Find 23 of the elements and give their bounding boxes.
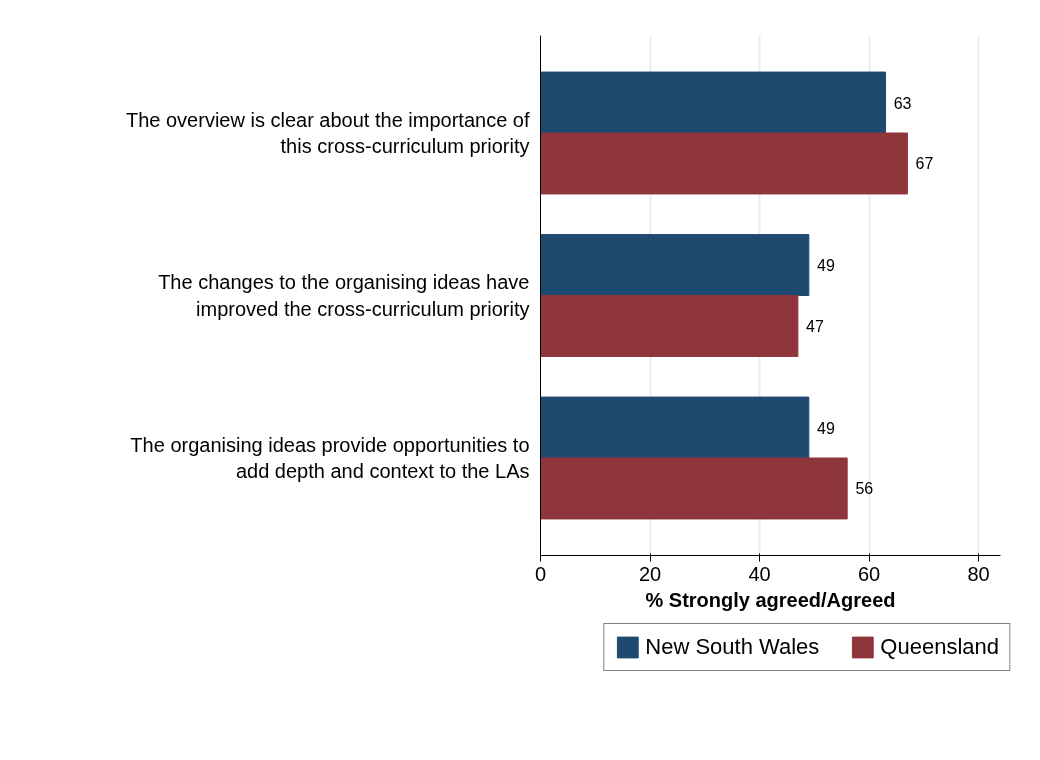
legend-label: Queensland [880, 634, 999, 660]
x-tick-label: 20 [638, 562, 662, 585]
data-label: 49 [817, 419, 835, 437]
bar [540, 234, 810, 296]
y-tick-label: The overview is clear about the importance of this cross-curriculum priority [125, 108, 530, 158]
bar [540, 457, 848, 520]
data-label: 67 [915, 155, 934, 173]
bar [540, 396, 810, 459]
y-tick-label: The changes to the organising ideas have improved the cross-curriculum priority [158, 271, 530, 320]
data-label: 49 [817, 257, 835, 275]
bar [540, 71, 886, 134]
data-label: 63 [893, 94, 912, 112]
bar [540, 132, 908, 195]
x-tick-label: 0 [534, 562, 547, 585]
x-axis-title: % Strongly agreed/Agreed [645, 588, 896, 611]
x-tick-label: 40 [748, 562, 771, 585]
y-tick-label: The organising ideas provide opportunities to add depth and context to the LAs [130, 433, 530, 483]
x-tick-label: 60 [857, 562, 881, 585]
legend-label: New South Wales [645, 634, 820, 660]
x-tick-label: 80 [967, 562, 990, 585]
bar [540, 295, 799, 357]
data-label: 56 [855, 480, 874, 498]
data-label: 47 [806, 317, 824, 335]
